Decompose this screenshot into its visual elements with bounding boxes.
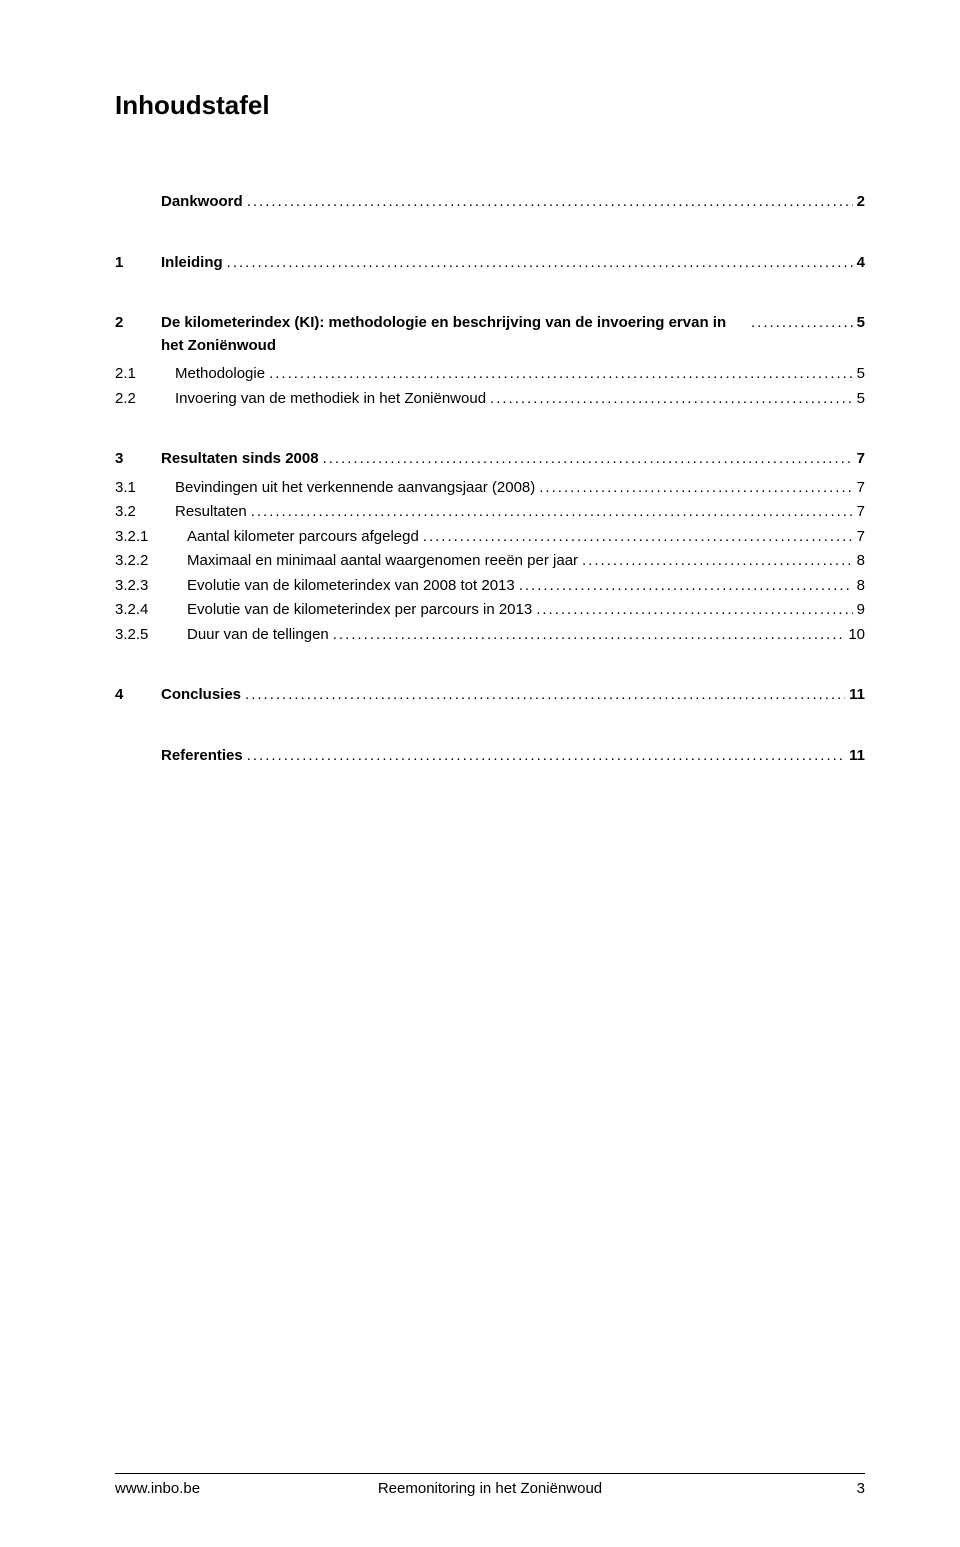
toc-label: Conclusies	[161, 684, 245, 707]
page: Inhoudstafel Dankwoord21Inleiding42De ki…	[0, 0, 960, 1547]
toc-leader	[269, 363, 853, 386]
toc-leader	[423, 526, 853, 549]
toc-entry: 2.2Invoering van de methodiek in het Zon…	[115, 388, 865, 411]
toc-entry: 1Inleiding 4	[115, 252, 865, 275]
toc-number: 3.1	[115, 477, 175, 500]
toc-label: Invoering van de methodiek in het Zoniën…	[175, 388, 490, 411]
toc-leader	[582, 550, 853, 573]
toc-number: 4	[115, 684, 161, 707]
toc-page: 7	[853, 501, 865, 524]
toc-label: Duur van de tellingen	[187, 624, 333, 647]
toc-page: 8	[853, 575, 865, 598]
toc-label: Maximaal en minimaal aantal waargenomen …	[187, 550, 582, 573]
toc-page: 5	[853, 388, 865, 411]
toc-page: 2	[853, 191, 865, 214]
toc-page: 9	[853, 599, 865, 622]
toc-number: 3.2.5	[115, 624, 187, 647]
toc-leader	[539, 477, 852, 500]
toc-number: 3.2.3	[115, 575, 187, 598]
toc-label: Inleiding	[161, 252, 227, 275]
toc-entry: 2De kilometerindex (KI): methodologie en…	[115, 312, 865, 357]
toc-label: De kilometerindex (KI): methodologie en …	[161, 312, 751, 357]
toc-entry: 3.2.1Aantal kilometer parcours afgelegd 7	[115, 526, 865, 549]
toc-label: Resultaten	[175, 501, 251, 524]
toc-leader	[251, 501, 853, 524]
toc-leader	[519, 575, 853, 598]
toc-page: 10	[844, 624, 865, 647]
toc-entry: 3.2Resultaten 7	[115, 501, 865, 524]
toc-entry: 2.1Methodologie 5	[115, 363, 865, 386]
page-footer: www.inbo.be Reemonitoring in het Zoniënw…	[115, 1473, 865, 1497]
toc-label: Aantal kilometer parcours afgelegd	[187, 526, 423, 549]
toc-entry: 3.2.3Evolutie van de kilometerindex van …	[115, 575, 865, 598]
toc-label: Resultaten sinds 2008	[161, 448, 323, 471]
toc-page: 4	[853, 252, 865, 275]
toc-leader	[536, 599, 852, 622]
toc-label: Bevindingen uit het verkennende aanvangs…	[175, 477, 539, 500]
toc-leader	[323, 448, 853, 471]
toc-leader	[245, 684, 845, 707]
footer-center: Reemonitoring in het Zoniënwoud	[115, 1480, 865, 1497]
toc-entry: 3.2.5Duur van de tellingen 10	[115, 624, 865, 647]
toc-page: 7	[853, 477, 865, 500]
toc-leader	[227, 252, 853, 275]
toc-page: 11	[845, 745, 865, 768]
toc-number: 3.2	[115, 501, 175, 524]
toc-entry: 3.2.4Evolutie van de kilometerindex per …	[115, 599, 865, 622]
toc-leader	[751, 312, 853, 335]
toc-page: 7	[853, 448, 865, 471]
toc-leader	[247, 191, 853, 214]
toc-number: 2.1	[115, 363, 175, 386]
toc-entry: 3Resultaten sinds 2008 7	[115, 448, 865, 471]
toc-page: 7	[853, 526, 865, 549]
toc-entry: Dankwoord 2	[115, 191, 865, 214]
toc-number: 2.2	[115, 388, 175, 411]
toc-number: 3.2.4	[115, 599, 187, 622]
toc-label: Evolutie van de kilometerindex van 2008 …	[187, 575, 519, 598]
toc-number: 3.2.2	[115, 550, 187, 573]
toc-label: Evolutie van de kilometerindex per parco…	[187, 599, 536, 622]
table-of-contents: Dankwoord21Inleiding42De kilometerindex …	[115, 191, 865, 1497]
toc-number: 2	[115, 312, 161, 335]
toc-entry: 3.1Bevindingen uit het verkennende aanva…	[115, 477, 865, 500]
toc-label: Methodologie	[175, 363, 269, 386]
toc-entry: 3.2.2Maximaal en minimaal aantal waargen…	[115, 550, 865, 573]
toc-entry: 4Conclusies 11	[115, 684, 865, 707]
toc-label: Dankwoord	[161, 191, 247, 214]
toc-entry: Referenties 11	[115, 745, 865, 768]
toc-number: 3	[115, 448, 161, 471]
toc-leader	[490, 388, 853, 411]
toc-page: 5	[853, 312, 865, 335]
page-title: Inhoudstafel	[115, 90, 865, 121]
toc-leader	[333, 624, 845, 647]
toc-label: Referenties	[161, 745, 247, 768]
toc-number: 1	[115, 252, 161, 275]
toc-page: 8	[853, 550, 865, 573]
toc-page: 11	[845, 684, 865, 707]
toc-number: 3.2.1	[115, 526, 187, 549]
toc-leader	[247, 745, 845, 768]
toc-page: 5	[853, 363, 865, 386]
